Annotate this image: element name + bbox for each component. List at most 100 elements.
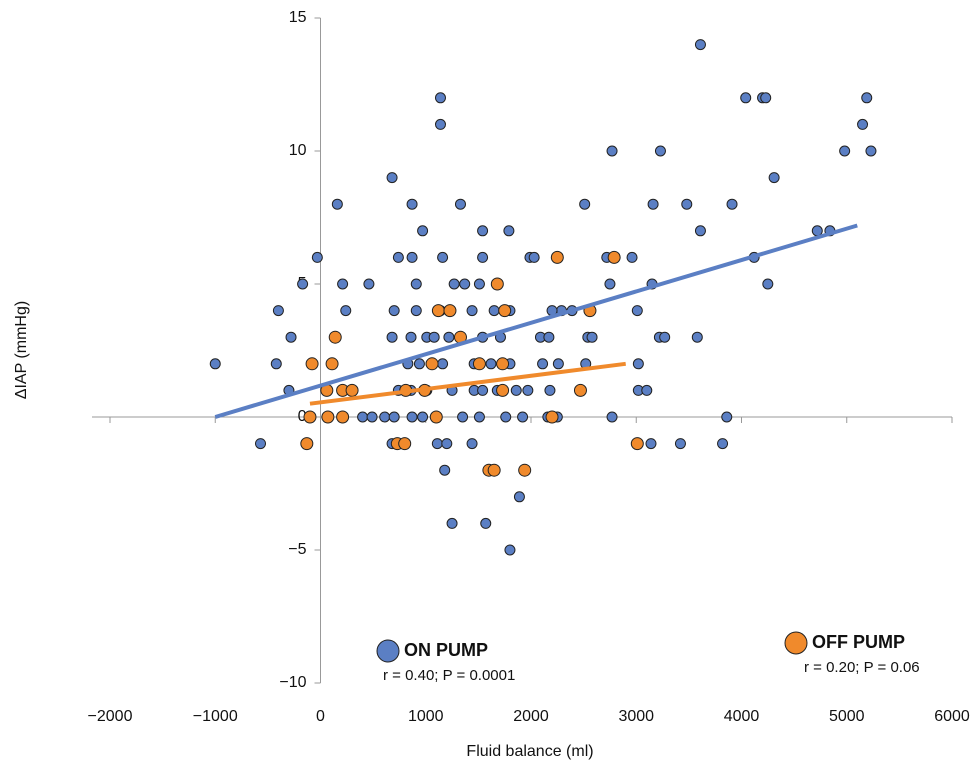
point <box>518 463 532 477</box>
point <box>331 198 343 210</box>
point <box>417 225 429 237</box>
point <box>586 331 598 343</box>
point <box>717 438 729 450</box>
point <box>443 304 457 318</box>
point <box>441 438 453 450</box>
point <box>691 331 703 343</box>
point <box>446 517 458 529</box>
point <box>472 357 486 371</box>
point <box>406 198 418 210</box>
point <box>410 278 422 290</box>
point <box>477 225 489 237</box>
point <box>674 438 686 450</box>
point <box>604 278 616 290</box>
point <box>434 92 446 104</box>
point <box>425 357 439 371</box>
point <box>760 92 772 104</box>
x-tick-label: 3000 <box>618 708 654 725</box>
point <box>448 278 460 290</box>
point <box>545 410 559 424</box>
point <box>510 384 522 396</box>
point <box>270 358 282 370</box>
point <box>388 411 400 423</box>
point <box>473 278 485 290</box>
point <box>496 383 510 397</box>
point <box>477 384 489 396</box>
point <box>694 225 706 237</box>
point <box>209 358 221 370</box>
point <box>379 411 391 423</box>
point <box>466 305 478 317</box>
point <box>632 358 644 370</box>
point <box>340 305 352 317</box>
point <box>522 384 534 396</box>
point <box>647 198 659 210</box>
point <box>336 410 350 424</box>
x-axis-label: Fluid balance (ml) <box>466 743 593 760</box>
point <box>641 384 653 396</box>
point <box>457 411 469 423</box>
point <box>504 544 516 556</box>
point <box>272 305 284 317</box>
point <box>503 225 515 237</box>
point <box>437 251 449 263</box>
point <box>606 145 618 157</box>
point <box>321 410 335 424</box>
point <box>726 198 738 210</box>
point <box>386 172 398 184</box>
point <box>659 331 671 343</box>
point <box>466 438 478 450</box>
point <box>459 278 471 290</box>
point <box>865 145 877 157</box>
x-tick-label: 5000 <box>829 708 865 725</box>
point <box>496 357 510 371</box>
point <box>762 278 774 290</box>
point <box>537 358 549 370</box>
point <box>363 278 375 290</box>
point <box>579 198 591 210</box>
point <box>388 305 400 317</box>
point <box>439 464 451 476</box>
point <box>454 198 466 210</box>
point <box>645 438 657 450</box>
x-tick-label: 6000 <box>934 708 970 725</box>
x-tick-label: 0 <box>316 708 325 725</box>
point <box>285 331 297 343</box>
point <box>630 437 644 451</box>
point <box>428 331 440 343</box>
y-tick-label: 10 <box>289 142 307 159</box>
point <box>768 172 780 184</box>
point <box>392 251 404 263</box>
point <box>607 250 621 264</box>
x-tick-label: −1000 <box>193 708 238 725</box>
point <box>500 411 512 423</box>
point <box>490 277 504 291</box>
point <box>552 358 564 370</box>
legend-label: ON PUMP <box>404 640 488 660</box>
point <box>297 278 309 290</box>
point <box>311 251 323 263</box>
point <box>839 145 851 157</box>
point <box>485 358 497 370</box>
point <box>413 358 425 370</box>
point <box>406 251 418 263</box>
point <box>437 358 449 370</box>
point <box>303 410 317 424</box>
point <box>513 491 525 503</box>
point <box>573 383 587 397</box>
y-axis-label: ΔIAP (mmHg) <box>13 301 30 399</box>
x-tick-label: 4000 <box>724 708 760 725</box>
point <box>480 517 492 529</box>
point <box>694 39 706 51</box>
point <box>477 251 489 263</box>
point <box>550 250 564 264</box>
point <box>417 411 429 423</box>
point <box>544 384 556 396</box>
point <box>405 331 417 343</box>
point <box>654 145 666 157</box>
point <box>626 251 638 263</box>
point <box>366 411 378 423</box>
trend-line <box>309 361 626 406</box>
point <box>431 304 445 318</box>
